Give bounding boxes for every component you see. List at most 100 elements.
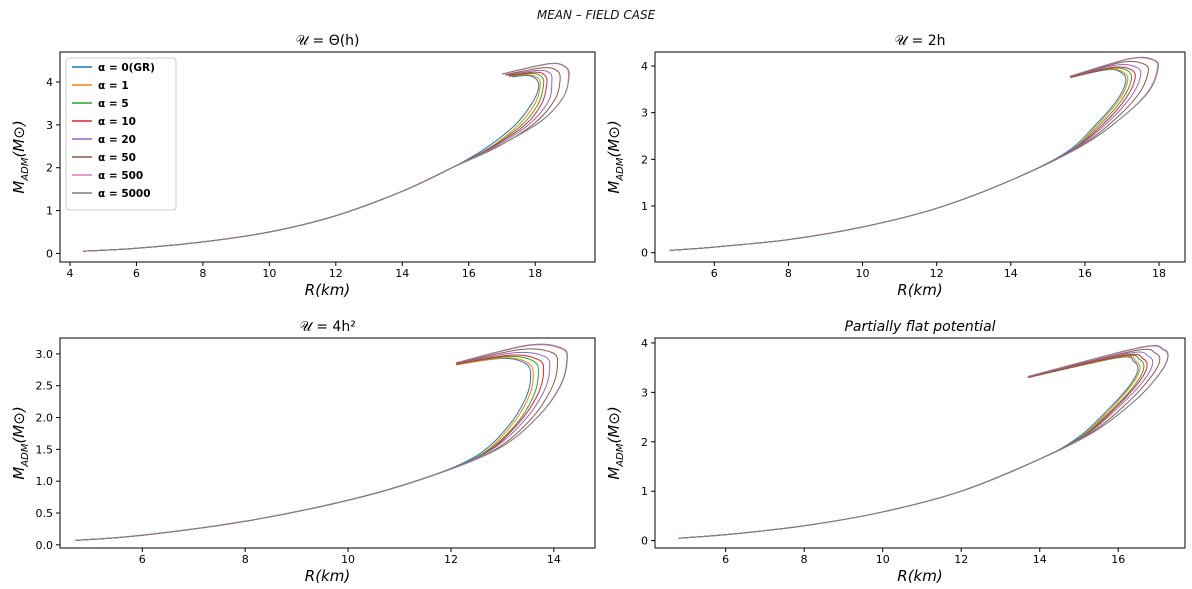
series-group <box>678 345 1169 539</box>
x-tick-label: 8 <box>785 267 792 280</box>
y-tick-label: 0 <box>641 535 648 548</box>
legend-entry: α = 50 <box>98 152 136 164</box>
x-tick-label: 16 <box>462 267 476 280</box>
series-group <box>83 62 570 252</box>
chart-panel-3: 𝒰 = 4h² 6 8 10 12 14 0.0 0.5 1.0 1.5 2.0 2.5 3.0 R(km… <box>10 319 596 585</box>
legend-entry: α = 1 <box>98 80 129 92</box>
y-tick-label: 3.0 <box>36 348 54 361</box>
y-tick-label: 2 <box>641 436 648 449</box>
x-axis-label: R(km) <box>897 567 942 585</box>
plot-frame <box>59 51 596 263</box>
series-group <box>75 343 568 541</box>
y-tick-label: 4 <box>46 76 53 89</box>
series-line-1 <box>678 356 1139 539</box>
y-axis-label: MADM(M⊙) <box>10 406 31 479</box>
series-line-1 <box>75 357 532 541</box>
chart-title: 𝒰 = 4h² <box>299 319 356 335</box>
x-tick-label: 14 <box>395 267 409 280</box>
y-tick-label: 0.5 <box>36 507 54 520</box>
x-axis-label: R(km) <box>897 281 942 299</box>
series-line-3 <box>678 354 1145 539</box>
y-tick-label: 2.5 <box>36 380 54 393</box>
y-tick-label: 1 <box>641 485 648 498</box>
x-tick-label: 14 <box>1033 553 1047 566</box>
series-line-8 <box>669 56 1159 251</box>
chart-title: 𝒰 = Θ(h) <box>295 33 359 49</box>
x-tick-label: 10 <box>856 267 870 280</box>
x-tick-label: 8 <box>801 553 808 566</box>
x-tick-label: 8 <box>199 267 206 280</box>
y-tick-label: 0.0 <box>36 539 54 552</box>
series-line-5 <box>678 351 1154 539</box>
series-line-6 <box>75 348 559 541</box>
x-tick-label: 12 <box>954 553 968 566</box>
plot-frame <box>654 337 1186 549</box>
legend-entry: α = 20 <box>98 134 136 146</box>
x-tick-label: 8 <box>242 553 249 566</box>
x-tick-label: 6 <box>139 553 146 566</box>
series-line-5 <box>669 64 1142 251</box>
series-line-3 <box>669 67 1133 251</box>
y-tick-label: 1 <box>46 205 53 218</box>
y-tick-label: 2.0 <box>36 412 54 425</box>
y-tick-label: 0 <box>46 247 53 260</box>
y-tick-label: 3 <box>46 119 53 132</box>
x-tick-label: 16 <box>1078 267 1092 280</box>
x-tick-label: 10 <box>876 553 890 566</box>
figure-suptitle: MEAN – FIELD CASE <box>536 8 656 22</box>
x-axis-label: R(km) <box>305 567 350 585</box>
x-tick-label: 10 <box>262 267 276 280</box>
x-tick-label: 12 <box>329 267 343 280</box>
y-tick-label: 3 <box>641 107 648 120</box>
series-group <box>669 56 1159 251</box>
x-tick-label: 12 <box>930 267 944 280</box>
series-line-2 <box>669 68 1129 251</box>
series-line-2 <box>678 355 1141 539</box>
y-tick-label: 3 <box>641 386 648 399</box>
legend-entry: α = 500 <box>98 170 143 182</box>
series-line-5 <box>75 351 551 541</box>
x-tick-label: 4 <box>66 267 73 280</box>
x-tick-label: 14 <box>1004 267 1018 280</box>
y-tick-label: 0 <box>641 247 648 260</box>
series-line-7 <box>669 57 1159 251</box>
x-tick-label: 10 <box>341 553 355 566</box>
plot-frame <box>59 337 596 549</box>
legend-box <box>65 57 177 211</box>
chart-panel-1: 𝒰 = Θ(h)4 6 8 10 12 14 16 1801234R(km)MADM(M⊙)α… <box>10 33 596 299</box>
x-tick-label: 14 <box>547 553 561 566</box>
chart-title: 𝒰 = 2h <box>894 33 945 49</box>
series-line-4 <box>669 66 1136 251</box>
x-tick-label: 18 <box>528 267 542 280</box>
series-line-8 <box>75 343 568 541</box>
y-axis-label: MADM(M⊙) <box>605 120 626 193</box>
series-line-8 <box>678 345 1169 539</box>
y-tick-label: 4 <box>641 60 648 73</box>
legend-entry: α = 0(GR) <box>98 62 155 74</box>
x-tick-label: 6 <box>711 267 718 280</box>
x-tick-label: 18 <box>1152 267 1166 280</box>
series-line-7 <box>678 345 1169 539</box>
y-axis-label: MADM(M⊙) <box>10 120 31 193</box>
series-line-3 <box>75 355 539 541</box>
legend-entry: α = 10 <box>98 116 136 128</box>
x-tick-label: 6 <box>133 267 140 280</box>
series-line-4 <box>75 354 545 541</box>
series-line-4 <box>678 353 1148 539</box>
chart-title: Partially flat potential <box>844 319 995 335</box>
x-tick-label: 6 <box>722 553 729 566</box>
series-line-2 <box>75 357 534 541</box>
legend-entry: α = 5 <box>98 98 129 110</box>
series-line-8 <box>83 62 570 252</box>
y-tick-label: 4 <box>641 337 648 350</box>
x-axis-label: R(km) <box>305 281 350 299</box>
plot-frame <box>654 51 1186 263</box>
y-tick-label: 1.5 <box>36 443 54 456</box>
series-line-6 <box>669 60 1149 251</box>
x-tick-label: 12 <box>444 553 458 566</box>
legend-entry: α = 5000 <box>98 188 151 200</box>
